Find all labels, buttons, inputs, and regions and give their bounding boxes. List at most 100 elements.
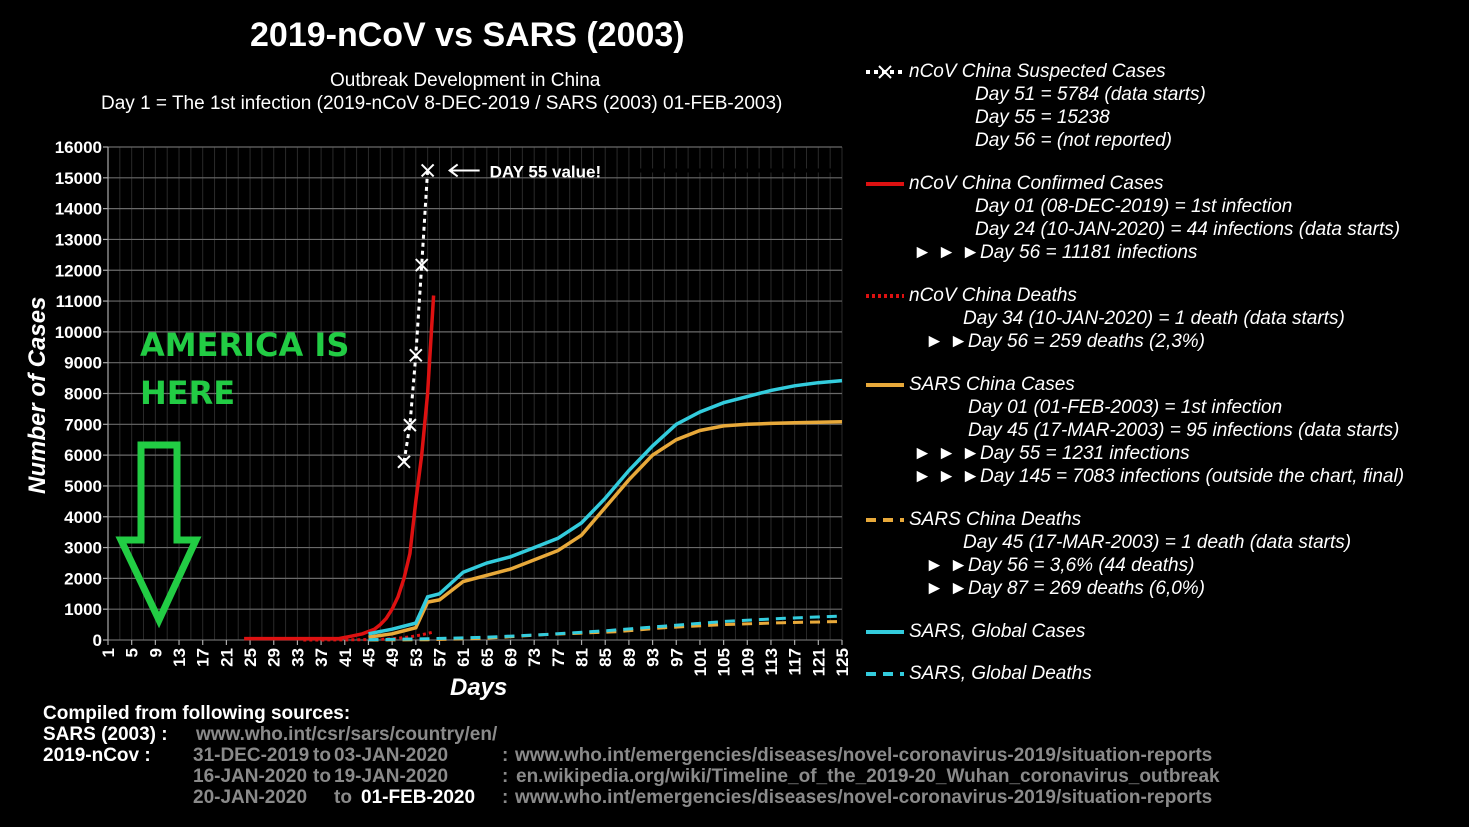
source-range_a: 16-JAN-2020: [193, 766, 308, 787]
america-label-line2: HERE: [140, 374, 236, 412]
legend-label-4: SARS China Deaths: [909, 509, 1082, 530]
y-tick-label: 2000: [64, 569, 102, 588]
x-tick-label: 57: [430, 648, 449, 667]
y-tick-label: 6000: [64, 446, 102, 465]
source-range_b: 19-JAN-2020: [334, 766, 449, 787]
sars-source-label: SARS (2003) :: [43, 724, 168, 745]
legend-label-3: SARS China Cases: [909, 374, 1075, 395]
annotation-mask: [640, 168, 840, 173]
x-tick-label: 117: [786, 648, 805, 675]
sources-heading: Compiled from following sources:: [43, 703, 351, 724]
y-tick-label: 3000: [64, 539, 102, 558]
y-tick-label: 0: [93, 631, 102, 650]
annotation-label: DAY 55 value!: [490, 162, 602, 181]
series-line-4: [368, 620, 843, 642]
x-tick-label: 21: [217, 648, 236, 667]
x-tick-label: 1: [99, 648, 118, 657]
x-axis-label: Days: [450, 674, 508, 701]
series-point: [420, 163, 435, 178]
y-tick-label: 13000: [55, 230, 102, 249]
legend-note: ► ► ►Day 145 = 7083 infections (outside …: [913, 466, 1405, 487]
overlay: DAY 55 value!: [115, 162, 840, 629]
y-tick-label: 10000: [55, 323, 102, 342]
legend-note: Day 45 (17-MAR-2003) = 1 death (data sta…: [963, 532, 1352, 553]
series: [244, 163, 843, 642]
legend-label-6: SARS, Global Deaths: [909, 663, 1092, 684]
source-url: en.wikipedia.org/wiki/Timeline_of_the_20…: [516, 766, 1220, 787]
x-tick-label: 65: [478, 648, 497, 667]
y-tick-label: 12000: [55, 261, 102, 280]
source-url: www.who.int/emergencies/diseases/novel-c…: [515, 745, 1213, 766]
x-tick-label: 37: [312, 648, 331, 667]
source-range_b: 03-JAN-2020: [334, 745, 449, 766]
legend-note: ► ►Day 87 = 269 deaths (6,0%): [925, 578, 1206, 599]
legend-label-2: nCoV China Deaths: [909, 285, 1077, 306]
series-point: [397, 455, 411, 469]
legend-note: Day 24 (10-JAN-2020) = 44 infections (da…: [975, 219, 1401, 240]
x-tick-label: 29: [265, 648, 284, 667]
legend-note: Day 45 (17-MAR-2003) = 95 infections (da…: [968, 420, 1400, 441]
y-tick-label: 7000: [64, 415, 102, 434]
legend-note: ► ► ►Day 55 = 1231 infections: [913, 443, 1190, 464]
y-tick-label: 9000: [64, 354, 102, 373]
sars-source-url: www.who.int/csr/sars/country/en/: [196, 724, 498, 745]
legend-note: ► ► ►Day 56 = 11181 infections: [913, 242, 1198, 263]
down-arrow-icon: [115, 441, 202, 629]
source-sep: :: [502, 745, 509, 766]
source-url: www.who.int/emergencies/diseases/novel-c…: [515, 787, 1213, 808]
x-tick-label: 41: [336, 648, 355, 667]
source-to: to: [313, 745, 331, 766]
america-label-line1: AMERICA IS: [140, 326, 350, 364]
x-tick-label: 89: [620, 648, 639, 667]
source-range_a: 20-JAN-2020: [193, 787, 308, 808]
annotation-arrowhead: [447, 163, 459, 178]
source-range_a: 31-DEC-2019: [193, 745, 310, 766]
x-tick-label: 25: [241, 648, 260, 667]
y-tick-label: 1000: [64, 600, 102, 619]
chart-subtitle-day1: Day 1 = The 1st infection (2019-nCoV 8-D…: [101, 93, 783, 114]
x-tick-label: 109: [738, 648, 757, 676]
x-tick-label: 9: [146, 648, 165, 657]
series-line-6: [368, 614, 843, 642]
y-tick-label: 11000: [56, 292, 102, 311]
x-tick-label: 69: [502, 648, 521, 667]
x-tick-label: 33: [288, 648, 307, 667]
x-tick-label: 77: [549, 648, 568, 667]
series-point: [403, 418, 417, 432]
series-point: [415, 258, 429, 272]
series-line-5: [368, 378, 843, 636]
legend-note: Day 34 (10-JAN-2020) = 1 death (data sta…: [963, 308, 1345, 329]
grid: [107, 146, 843, 641]
x-tick-label: 53: [407, 648, 426, 667]
series-point: [409, 348, 423, 363]
legend-label-0: nCoV China Suspected Cases: [909, 61, 1166, 82]
source-sep: :: [502, 787, 509, 808]
ticks: 0 1000 2000 3000 4000 5000 6000 7000 8000 9000 100…: [55, 138, 852, 676]
x-tick-label: 45: [359, 648, 378, 667]
y-tick-label: 4000: [64, 508, 102, 527]
x-tick-label: 85: [596, 648, 615, 667]
y-tick-label: 5000: [64, 477, 102, 496]
x-tick-label: 113: [762, 648, 781, 675]
source-to: to: [313, 766, 331, 787]
x-tick-label: 121: [809, 648, 828, 676]
legend-note: Day 01 (08-DEC-2019) = 1st infection: [975, 196, 1293, 217]
series-line-2: [303, 630, 434, 642]
x-tick-label: 17: [194, 648, 213, 667]
source-range_b: 01-FEB-2020: [361, 787, 476, 808]
x-tick-label: 73: [525, 648, 544, 667]
series-line-3: [368, 420, 843, 639]
legend-label-5: SARS, Global Cases: [909, 621, 1086, 642]
legend-note: Day 55 = 15238: [975, 107, 1110, 128]
x-tick-label: 61: [454, 648, 473, 667]
chart-title: 2019-nCoV vs SARS (2003): [250, 16, 685, 54]
x-tick-label: 81: [573, 648, 592, 667]
y-tick-label: 14000: [55, 200, 102, 219]
x-tick-label: 5: [123, 648, 142, 657]
source-sep: :: [502, 766, 509, 787]
legend-note: ► ►Day 56 = 259 deaths (2,3%): [925, 331, 1206, 352]
legend-note: Day 51 = 5784 (data starts): [975, 84, 1206, 105]
x-tick-label: 93: [644, 648, 663, 667]
x-tick-label: 101: [691, 648, 710, 676]
